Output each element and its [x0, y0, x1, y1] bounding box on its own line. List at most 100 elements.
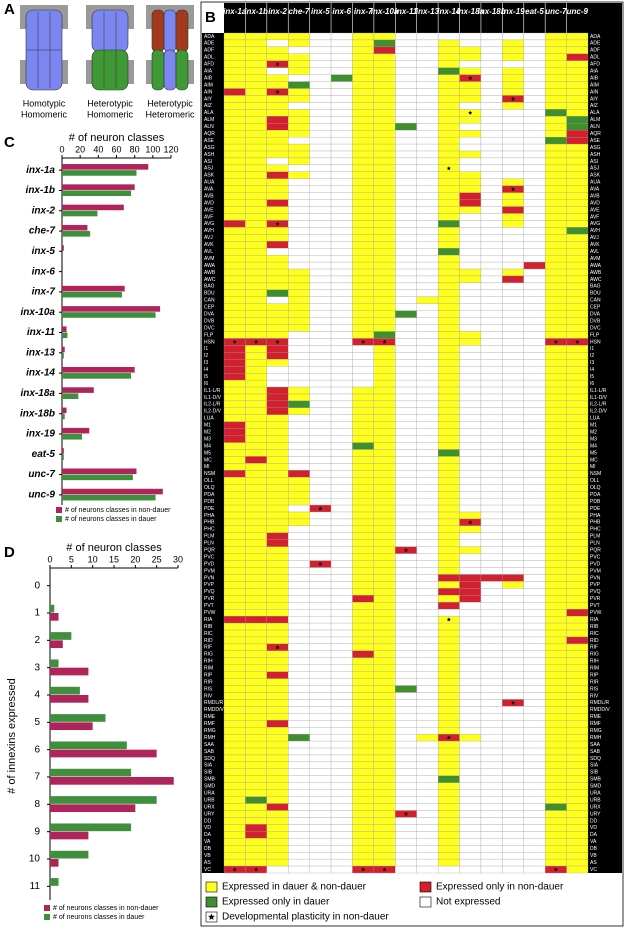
cell: [288, 477, 310, 485]
cell: [288, 553, 310, 561]
plasticity-star: [446, 735, 451, 740]
row-label: AIZ: [204, 103, 212, 109]
cell: [437, 143, 460, 152]
cell: [245, 671, 267, 679]
cell: [330, 366, 353, 374]
cell: [502, 248, 524, 256]
cell: [545, 754, 567, 763]
cell: [330, 609, 353, 617]
cell: [502, 824, 524, 832]
cell: [288, 164, 310, 172]
row-label: M5: [204, 450, 211, 456]
cell: [437, 491, 460, 499]
bar: [62, 312, 156, 318]
cell: [266, 754, 289, 763]
plasticity-star: [275, 221, 280, 226]
cell: [223, 782, 246, 790]
bar: [62, 346, 65, 353]
cell: [395, 74, 417, 82]
cell: [566, 782, 589, 790]
cell: [309, 199, 332, 207]
cell: [502, 310, 524, 318]
cell: [373, 602, 396, 610]
cell: [459, 359, 482, 367]
cell: [330, 817, 353, 825]
cell: [245, 39, 267, 48]
cell: [245, 525, 267, 533]
cell: [523, 845, 546, 853]
cell: [502, 761, 524, 770]
panel-label: D: [4, 544, 15, 561]
cell: [545, 352, 567, 360]
cell: [459, 102, 482, 110]
cell: [352, 713, 375, 721]
cell: [502, 150, 524, 159]
cell: [545, 407, 567, 415]
row-label: CEP: [204, 305, 215, 311]
cell: [480, 102, 503, 110]
cell: [545, 60, 567, 68]
cell: [309, 248, 332, 256]
cell: [437, 713, 460, 721]
plasticity-star: [575, 339, 580, 344]
cell: [309, 706, 332, 714]
cell: [459, 511, 482, 520]
cell: [330, 32, 353, 41]
cell: [223, 678, 246, 686]
cell: [352, 275, 375, 284]
cell: [416, 546, 439, 554]
cell: [309, 109, 332, 117]
cell: [288, 740, 310, 749]
cell: [480, 657, 503, 665]
cell: [223, 393, 246, 402]
cell: [480, 254, 503, 263]
cell: [352, 671, 375, 679]
cell: [523, 95, 546, 103]
cell: [523, 740, 546, 749]
cell: [459, 185, 482, 193]
cell: [330, 858, 353, 867]
cell: [288, 123, 310, 131]
cell: [566, 560, 589, 568]
cell: [330, 754, 353, 763]
cell: [395, 650, 417, 658]
cell: [437, 838, 460, 846]
cell: [437, 609, 460, 617]
cell: [502, 116, 524, 124]
cell: [459, 803, 482, 811]
cell: [566, 622, 589, 631]
cell: [373, 734, 396, 742]
cell: [288, 338, 310, 346]
cell: [416, 511, 439, 520]
cell: [352, 789, 375, 797]
column-label: inx-7: [354, 7, 373, 16]
cell: [502, 442, 524, 450]
cell: [480, 678, 503, 686]
cell: [502, 775, 524, 783]
cell: [437, 754, 460, 763]
column-label: inx-14: [437, 7, 461, 16]
cell: [223, 317, 246, 325]
cell: [566, 67, 589, 75]
cell: [352, 74, 375, 82]
cell: [288, 171, 310, 179]
cell: [245, 442, 267, 450]
cell: [395, 185, 417, 193]
cell: [416, 845, 439, 853]
cell: [459, 373, 482, 381]
cell: [245, 852, 267, 860]
cell: [502, 671, 524, 679]
cell: [352, 60, 375, 68]
cell: [566, 407, 589, 415]
cell: [245, 310, 267, 318]
cell: [459, 588, 482, 596]
cell: [266, 261, 289, 270]
row-label: OLL: [204, 478, 214, 484]
plasticity-star: [275, 339, 280, 344]
cell: [373, 442, 396, 450]
cell: [245, 685, 267, 693]
cell: [245, 504, 267, 513]
cell: [523, 713, 546, 721]
cell: [395, 143, 417, 152]
cell: [480, 720, 503, 728]
